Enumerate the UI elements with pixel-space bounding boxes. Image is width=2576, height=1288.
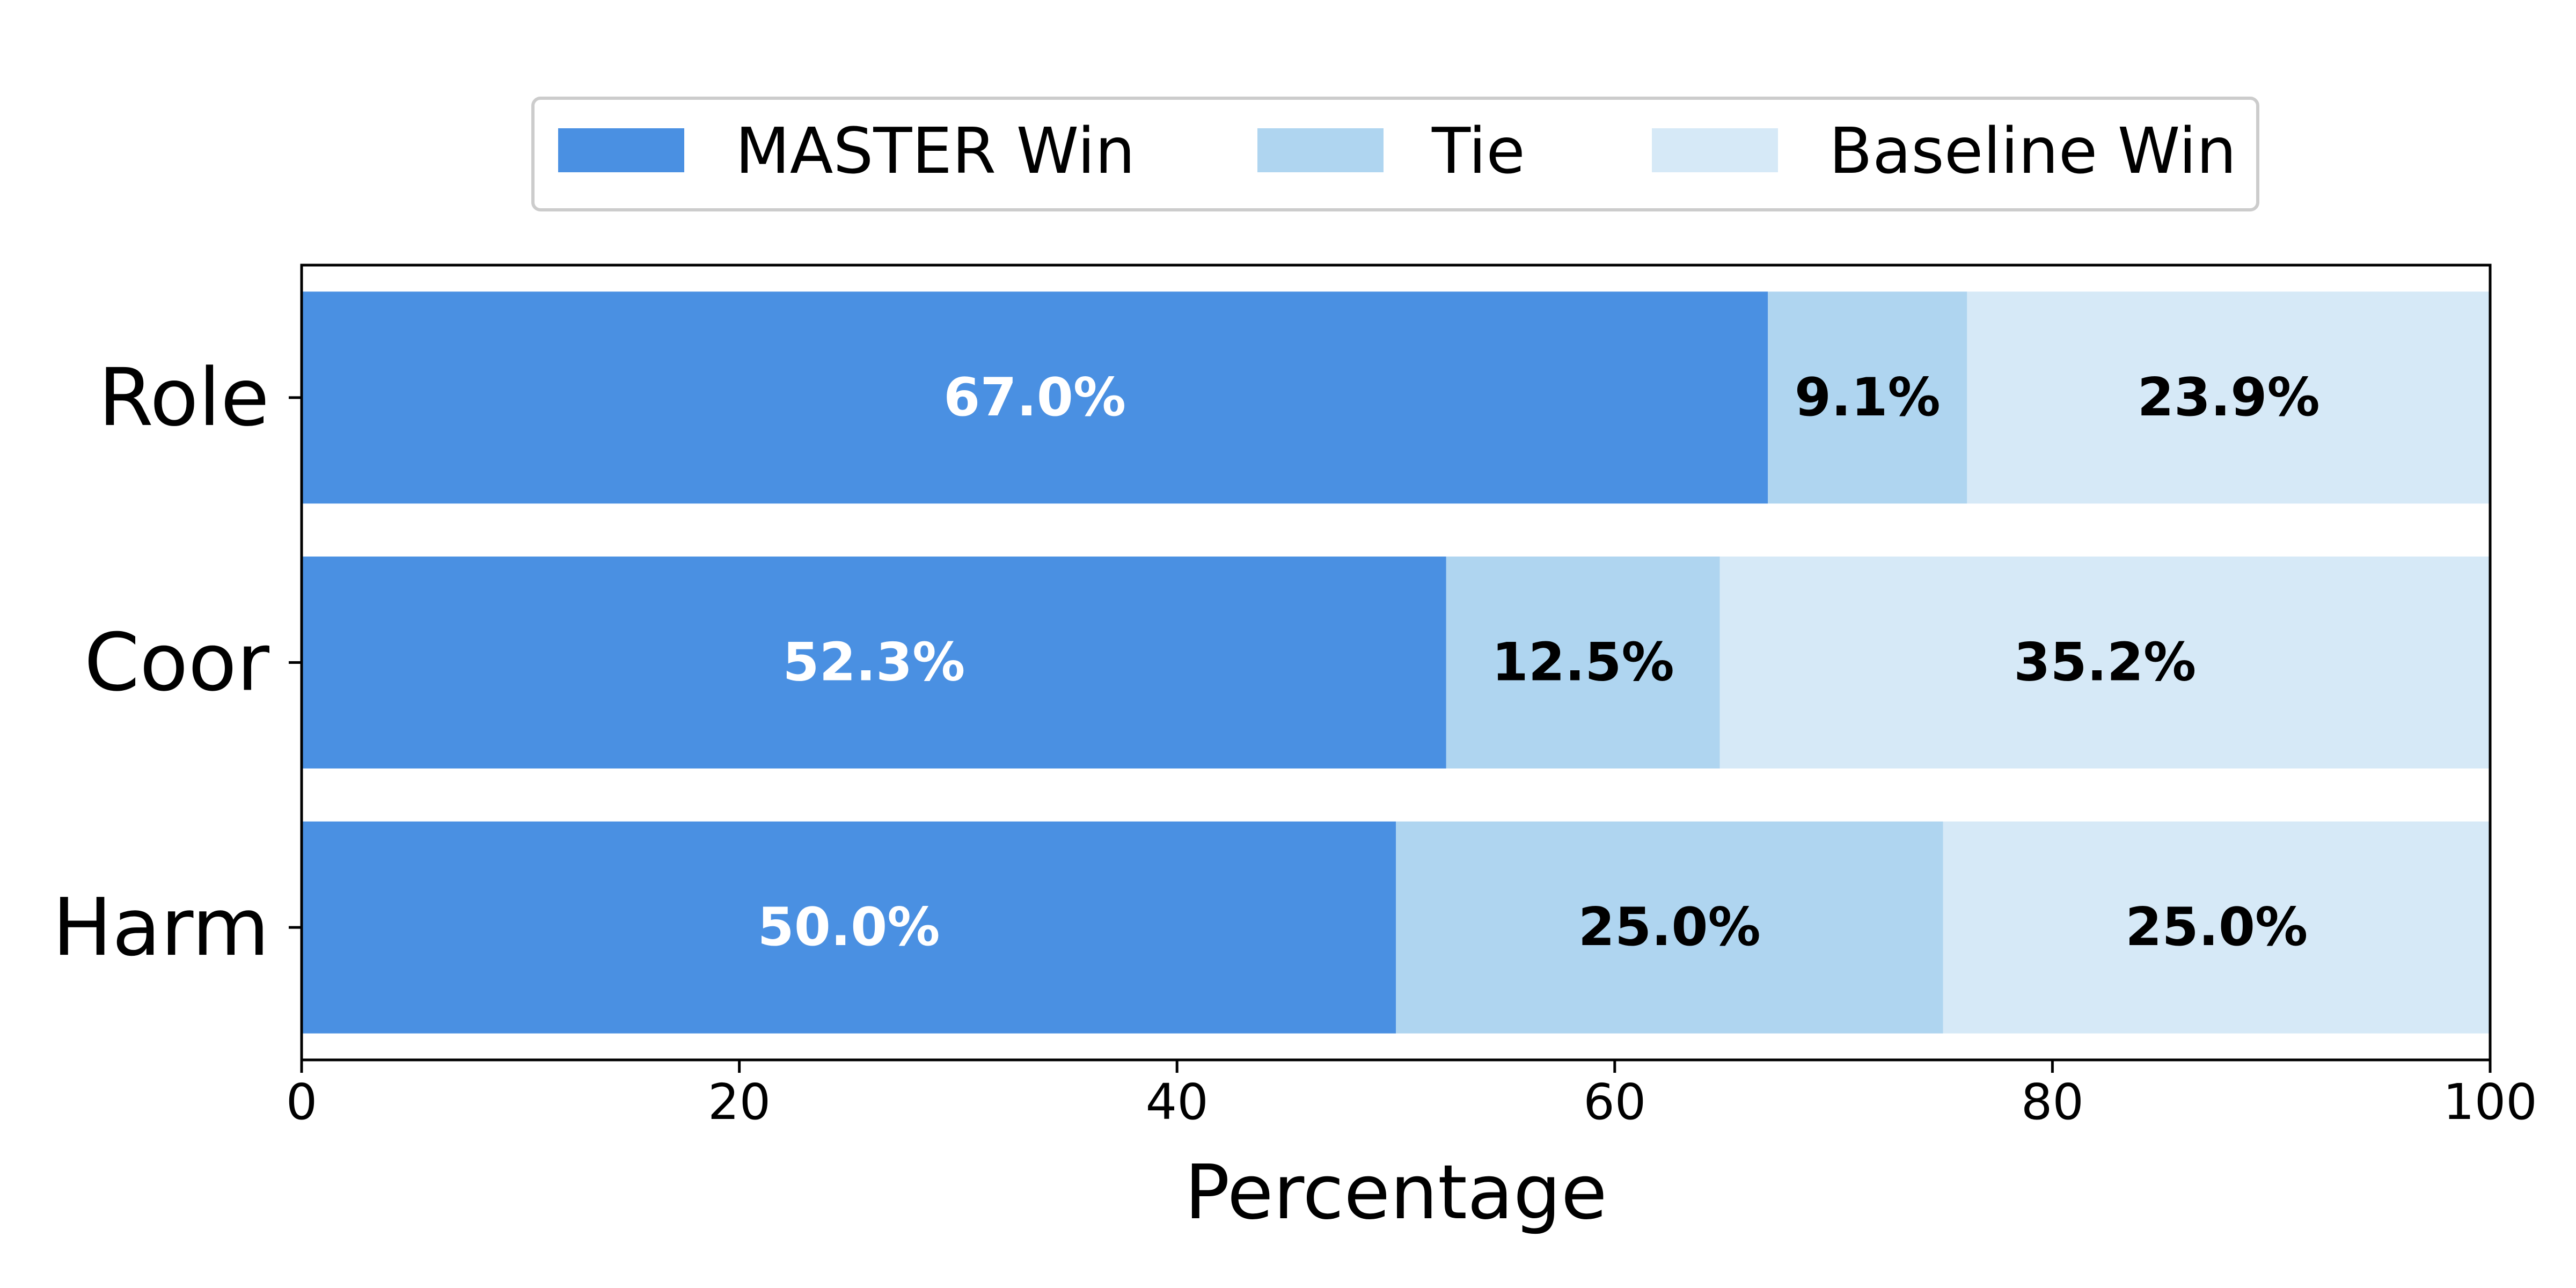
y-axis: Role Coor Harm (53, 352, 302, 974)
x-tick-label: 60 (1583, 1073, 1646, 1131)
bar-coor-master-win (302, 557, 1446, 769)
legend-label-baseline-win: Baseline Win (1829, 114, 2236, 188)
y-tick-label-role: Role (98, 352, 269, 444)
bar-role-master-win (302, 291, 1768, 504)
bar-role-baseline-win (1967, 291, 2490, 504)
bar-label-role-master-win: 67.0% (943, 367, 1126, 428)
x-tick-label: 20 (708, 1073, 771, 1131)
legend-swatch-master-win (558, 128, 684, 172)
x-axis-title: Percentage (1184, 1149, 1607, 1236)
y-tick-label-coor: Coor (84, 617, 269, 709)
bar-label-harm-tie: 25.0% (1578, 897, 1761, 958)
x-axis: 0 20 40 60 80 100 (286, 1060, 2537, 1131)
bar-coor-baseline-win (1719, 557, 2490, 769)
legend-frame (531, 97, 2259, 211)
bar-harm-master-win (302, 821, 1396, 1034)
bar-label-harm-baseline-win: 25.0% (2125, 897, 2308, 958)
legend-label-tie: Tie (1431, 114, 1525, 188)
y-tick-label-harm: Harm (53, 881, 269, 974)
bar-harm-tie (1396, 821, 1943, 1034)
legend-swatch-tie (1257, 128, 1384, 172)
x-tick-label: 100 (2443, 1073, 2537, 1131)
legend-swatch-baseline-win (1652, 128, 1778, 172)
legend-label-master-win: MASTER Win (735, 114, 1135, 188)
bar-label-coor-tie: 12.5% (1492, 632, 1674, 693)
bar-label-role-tie: 9.1% (1795, 367, 1941, 428)
bar-label-coor-baseline-win: 35.2% (2014, 632, 2196, 693)
bar-role-tie (1768, 291, 1967, 504)
bar-label-harm-master-win: 50.0% (758, 897, 940, 958)
plot-bars: 67.0% 9.1% 23.9% 52.3% 12.5% 35.2% 50.0% 25.0% 2… (302, 291, 2490, 1034)
bar-label-role-baseline-win: 23.9% (2138, 367, 2320, 428)
bar-coor-tie (1446, 557, 1720, 769)
bar-label-coor-master-win: 52.3% (782, 632, 965, 693)
x-tick-label: 40 (1146, 1073, 1209, 1131)
x-tick-label: 80 (2021, 1073, 2084, 1131)
x-tick-label: 0 (286, 1073, 318, 1131)
legend: MASTER Win Tie Baseline Win (531, 97, 2259, 211)
bar-harm-baseline-win (1943, 821, 2490, 1034)
